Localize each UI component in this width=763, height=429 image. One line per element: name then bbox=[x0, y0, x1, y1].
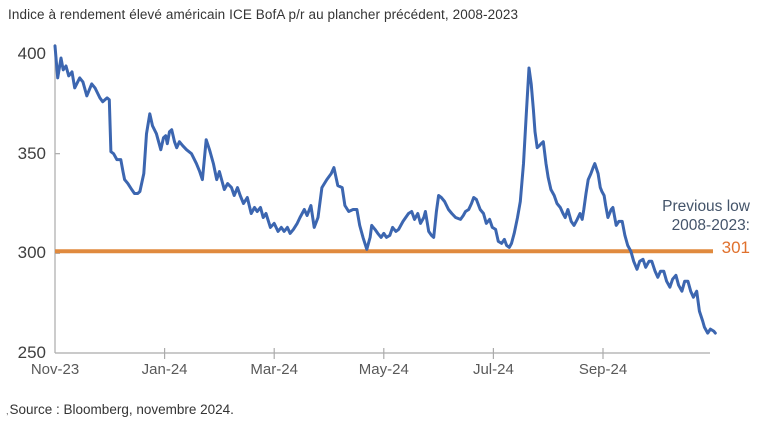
annotation-value: 301 bbox=[721, 238, 750, 257]
threshold-annotation: Previous low 2008-2023: 301 bbox=[662, 197, 750, 258]
data-line bbox=[53, 44, 717, 335]
x-axis-ticks bbox=[164, 348, 604, 359]
source-note: ,Source : Bloomberg, novembre 2024. bbox=[6, 402, 234, 417]
source-leading-mark: , bbox=[6, 406, 9, 416]
y-axis-ticks bbox=[55, 153, 60, 254]
annotation-line2: 2008-2023: bbox=[671, 217, 750, 234]
chart-title: Indice à rendement élevé américain ICE B… bbox=[8, 7, 519, 22]
source-text: Source : Bloomberg, novembre 2024. bbox=[9, 402, 234, 417]
annotation-line1: Previous low bbox=[662, 198, 750, 215]
